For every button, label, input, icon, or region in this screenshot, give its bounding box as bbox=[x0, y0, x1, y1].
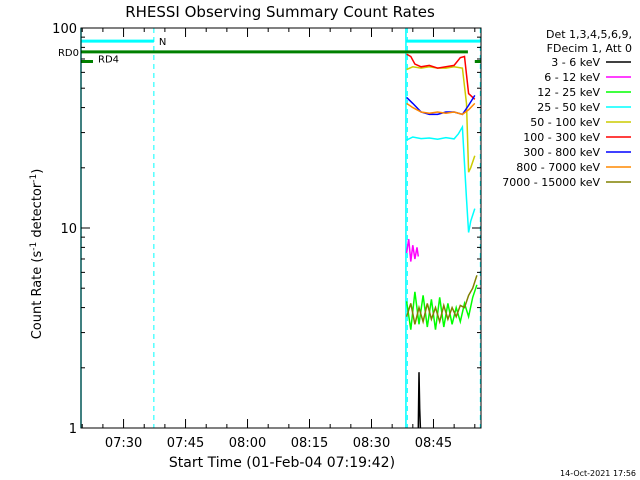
flags-layer: RD0 RD4 N bbox=[58, 28, 481, 428]
series-line-5 bbox=[406, 53, 476, 100]
series-line-7 bbox=[406, 102, 476, 116]
y-axis-label: Count Rate (s-1 detector-1) bbox=[29, 169, 45, 340]
series-line-2 bbox=[405, 284, 478, 330]
flag-label-rd0: RD0 bbox=[58, 48, 79, 59]
series-line-6 bbox=[406, 95, 476, 116]
legend-header-0: Det 1,3,4,5,6,9, bbox=[546, 28, 632, 41]
legend-label-6: 300 - 800 keV bbox=[523, 146, 600, 159]
y-tick-label-1: 10 bbox=[60, 222, 77, 237]
y-tick-label-2: 100 bbox=[52, 22, 77, 37]
axes-layer: 1 10 100 07:30 07:45 08:00 08:15 08:30 08:45 bbox=[52, 22, 482, 451]
plot-frame bbox=[80, 27, 482, 429]
legend-label-0: 3 - 6 keV bbox=[551, 56, 600, 69]
series-line-0 bbox=[417, 372, 422, 429]
series-line-4 bbox=[406, 66, 476, 173]
series-line-1 bbox=[405, 238, 420, 262]
x-tick-label-5: 08:45 bbox=[415, 436, 452, 451]
legend-label-4: 50 - 100 keV bbox=[530, 116, 600, 129]
y-tick-label-0: 1 bbox=[69, 422, 77, 437]
legend-label-1: 6 - 12 keV bbox=[544, 71, 600, 84]
legend-label-3: 25 - 50 keV bbox=[537, 101, 600, 114]
flag-label-rd4: RD4 bbox=[98, 54, 119, 65]
x-tick-label-2: 08:00 bbox=[229, 436, 266, 451]
x-tick-label-3: 08:15 bbox=[291, 436, 328, 451]
legend-label-2: 12 - 25 keV bbox=[537, 86, 600, 99]
legend: Det 1,3,4,5,6,9,FDecim 1, Att 03 - 6 keV… bbox=[502, 28, 632, 189]
series-line-3 bbox=[406, 124, 476, 233]
chart-title: RHESSI Observing Summary Count Rates bbox=[125, 3, 435, 21]
x-tick-label-0: 07:30 bbox=[105, 436, 142, 451]
legend-label-8: 7000 - 15000 keV bbox=[502, 176, 600, 189]
series-line-8 bbox=[405, 275, 478, 325]
series-layer bbox=[405, 53, 478, 429]
flag-label-n: N bbox=[159, 37, 166, 48]
legend-header-1: FDecim 1, Att 0 bbox=[547, 42, 632, 55]
x-tick-label-4: 08:30 bbox=[353, 436, 390, 451]
legend-label-5: 100 - 300 keV bbox=[523, 131, 600, 144]
legend-label-7: 800 - 7000 keV bbox=[516, 161, 600, 174]
x-tick-label-1: 07:45 bbox=[167, 436, 204, 451]
x-axis-label: Start Time (01-Feb-04 07:19:42) bbox=[169, 455, 395, 471]
footer-timestamp: 14-Oct-2021 17:56 bbox=[560, 469, 636, 478]
